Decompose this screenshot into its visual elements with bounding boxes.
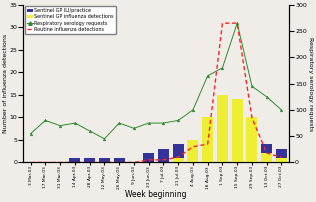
Bar <box>99 158 110 162</box>
Bar <box>143 154 154 162</box>
Bar <box>84 158 95 162</box>
Y-axis label: Number of influenza detections: Number of influenza detections <box>3 34 8 133</box>
Bar <box>261 154 272 162</box>
Bar <box>261 144 272 162</box>
X-axis label: Week beginning: Week beginning <box>125 190 187 199</box>
Y-axis label: Respiratory serology requests: Respiratory serology requests <box>308 37 313 131</box>
Bar <box>202 117 213 162</box>
Bar <box>232 126 243 162</box>
Bar <box>232 99 243 162</box>
Bar <box>187 140 198 162</box>
Bar <box>70 158 81 162</box>
Bar <box>246 144 258 162</box>
Bar <box>173 144 184 162</box>
Bar <box>187 140 198 162</box>
Bar <box>217 108 228 162</box>
Bar <box>202 117 213 162</box>
Legend: Sentinel GP ILI/practice, Sentinel GP influenza detections, Respiratory serology: Sentinel GP ILI/practice, Sentinel GP in… <box>25 6 116 34</box>
Bar <box>217 95 228 162</box>
Bar <box>246 117 258 162</box>
Bar <box>276 149 287 162</box>
Bar <box>158 149 169 162</box>
Bar <box>276 158 287 162</box>
Bar <box>173 158 184 162</box>
Bar <box>114 158 125 162</box>
